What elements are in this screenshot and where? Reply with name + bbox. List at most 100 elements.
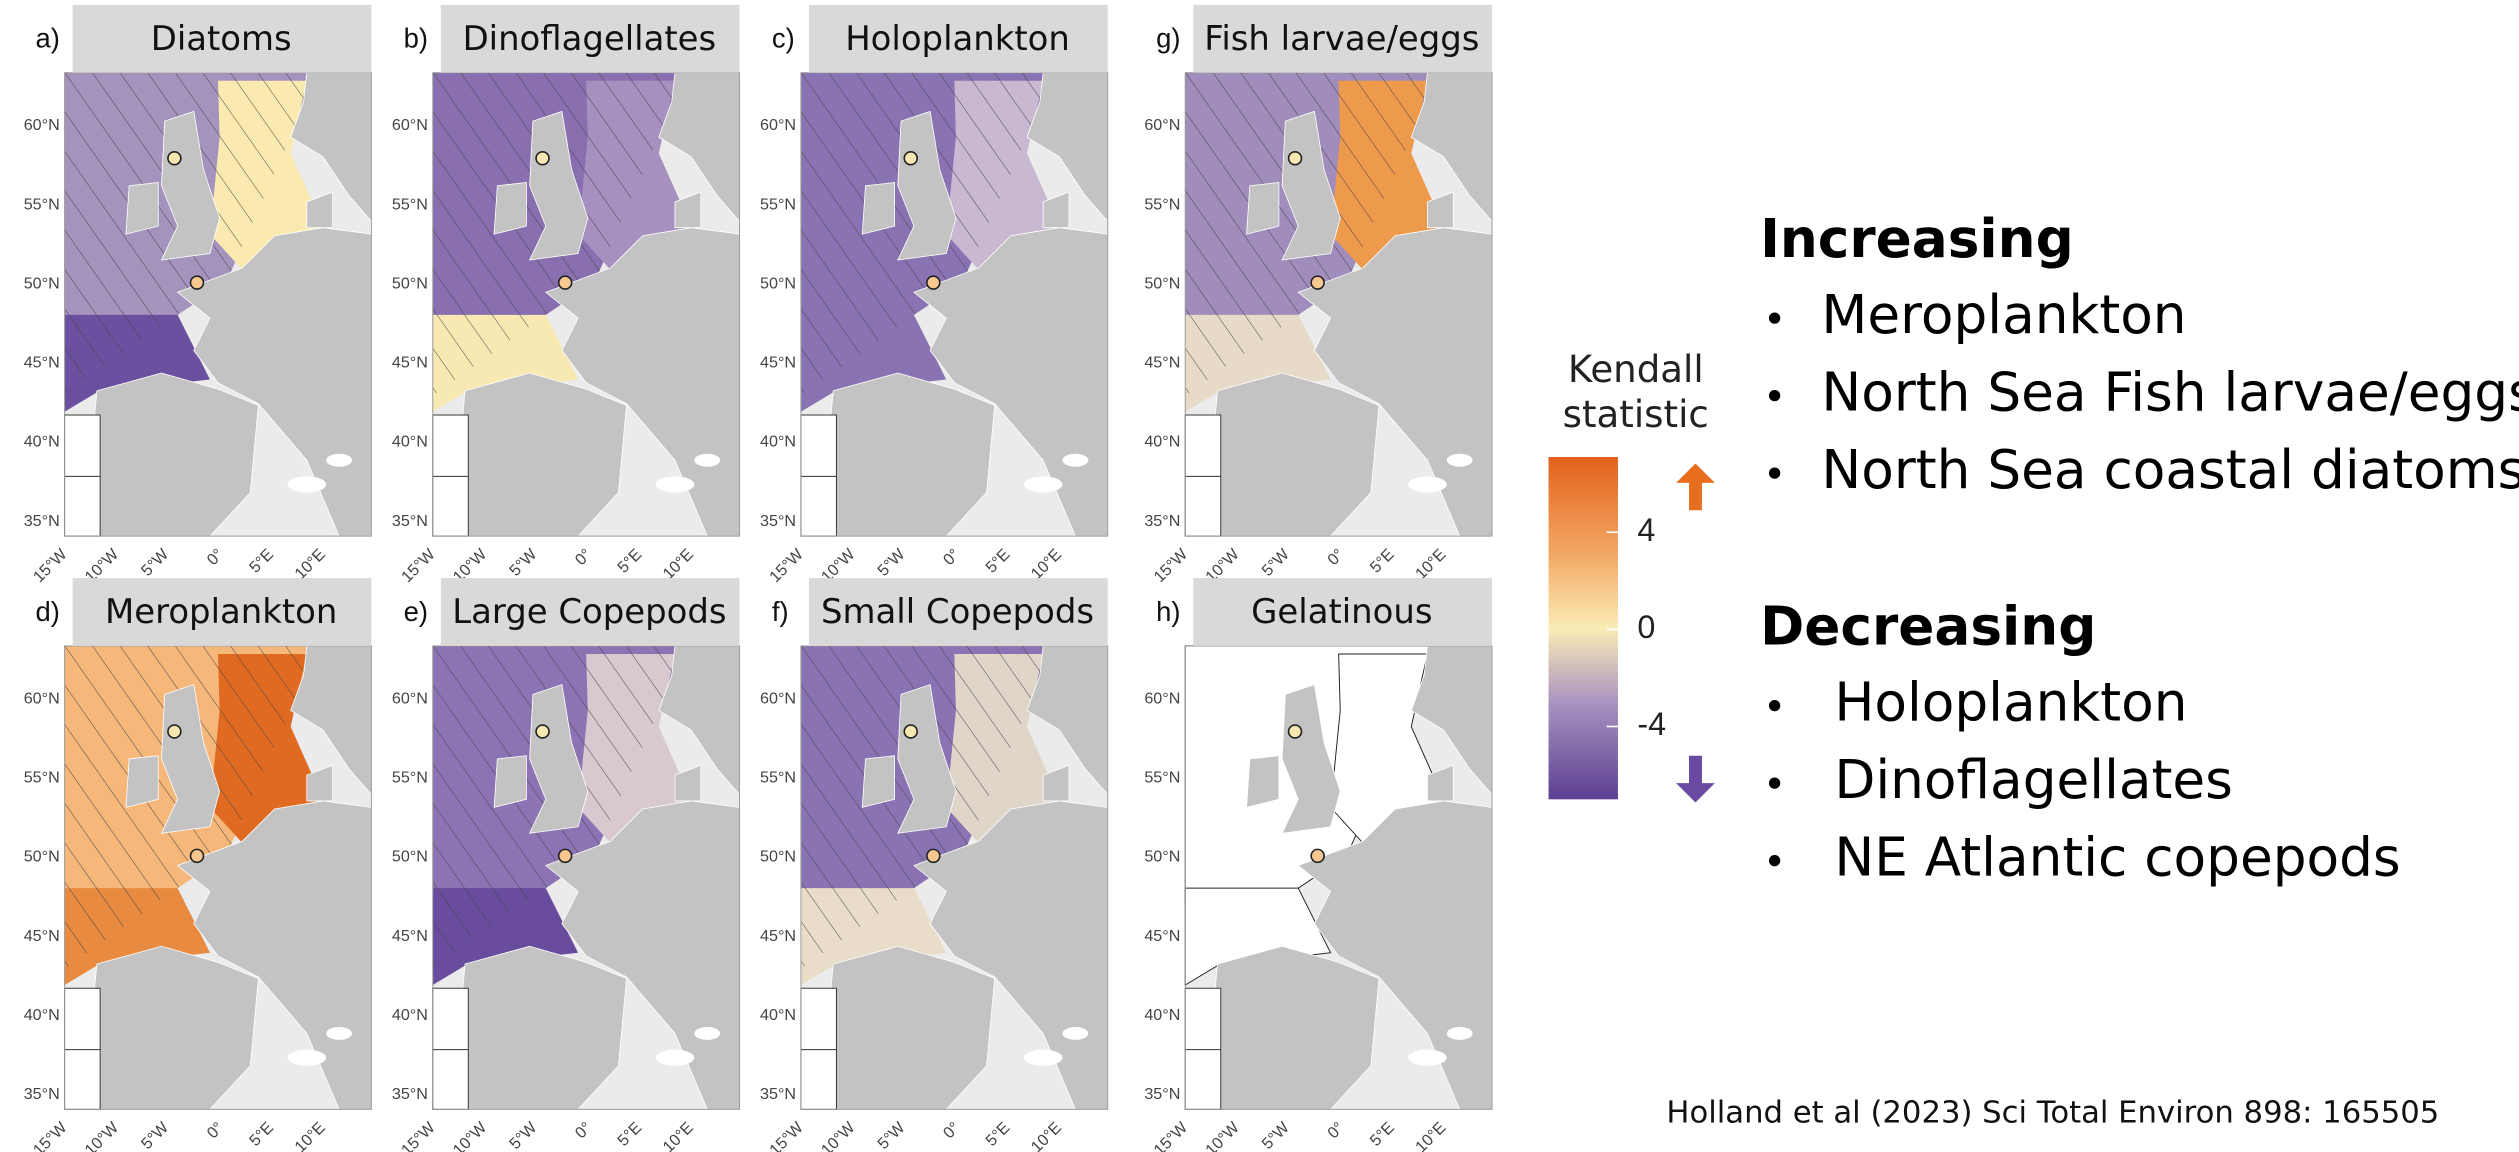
panel-title: Dinoflagellates [463, 19, 717, 58]
map-panel: Diatomsa)60°N55°N50°N45°N40°N35°N15°W10°… [24, 5, 372, 586]
lon-label: 15°W [1150, 545, 1191, 586]
summary-item: NE Atlantic copepods [1834, 826, 2400, 888]
map [1185, 646, 1492, 1109]
map-panel: Small Copepodsf)60°N55°N50°N45°N40°N35°N… [760, 578, 1108, 1152]
lat-label: 45°N [24, 354, 60, 372]
lat-label: 40°N [760, 433, 796, 451]
lon-label: 5°W [874, 1118, 909, 1152]
panel-title: Diatoms [151, 19, 292, 58]
lon-label: 10°W [81, 1118, 122, 1152]
lon-label: 5°W [138, 1118, 173, 1152]
bullet [1769, 467, 1780, 478]
station [927, 849, 940, 862]
station [927, 276, 940, 289]
lat-label: 35°N [392, 512, 428, 530]
panel-letter: c) [772, 23, 795, 54]
lon-label: 0° [572, 545, 596, 569]
lon-label: 10°E [1028, 1118, 1066, 1152]
panel-title: Meroplankton [105, 592, 337, 631]
lat-label: 35°N [392, 1085, 428, 1103]
station [1289, 725, 1302, 738]
colorbar-title: Kendall [1568, 348, 1704, 391]
lon-label: 5°W [1258, 1118, 1293, 1152]
lon-label: 5°E [982, 1118, 1013, 1149]
bullet [1769, 700, 1780, 711]
lon-label: 15°W [398, 545, 439, 586]
summary-item: Meroplankton [1821, 284, 2186, 346]
lon-label: 10°E [291, 545, 329, 583]
lat-label: 60°N [392, 116, 428, 134]
down-arrow [1676, 756, 1715, 803]
panel-title: Fish larvae/eggs [1204, 19, 1479, 58]
lat-label: 45°N [24, 927, 60, 945]
lon-label: 0° [203, 1119, 227, 1143]
lon-label: 10°W [1202, 1118, 1243, 1152]
panel-letter: a) [36, 23, 60, 54]
lon-label: 5°W [506, 1118, 541, 1152]
station [168, 725, 181, 738]
lat-label: 40°N [24, 1006, 60, 1024]
lat-label: 60°N [392, 689, 428, 707]
bullet [1769, 390, 1780, 401]
map [801, 646, 1108, 1109]
lon-label: 0° [1324, 545, 1348, 569]
lat-label: 45°N [1144, 354, 1180, 372]
lat-label: 60°N [1144, 689, 1180, 707]
panel-title: Large Copepods [452, 592, 726, 631]
lon-label: 15°W [1150, 1118, 1191, 1152]
station [559, 849, 572, 862]
panel-title: Holoplankton [845, 19, 1070, 58]
lon-label: 5°E [614, 545, 645, 576]
lat-label: 40°N [1144, 433, 1180, 451]
lon-label: 5°W [506, 545, 541, 580]
lat-label: 50°N [760, 274, 796, 292]
lon-label: 0° [572, 1119, 596, 1143]
lon-label: 5°W [138, 545, 173, 580]
station [191, 849, 204, 862]
map [433, 646, 740, 1109]
lon-label: 5°E [982, 545, 1013, 576]
lat-label: 35°N [24, 1085, 60, 1103]
lon-label: 5°E [246, 1118, 277, 1149]
lon-label: 15°W [766, 1118, 807, 1152]
lon-label: 0° [1324, 1119, 1348, 1143]
lon-label: 10°E [291, 1118, 329, 1152]
lat-label: 50°N [392, 848, 428, 866]
lat-label: 50°N [24, 274, 60, 292]
lon-label: 5°E [1367, 1118, 1398, 1149]
bullet [1769, 312, 1780, 323]
lat-label: 55°N [760, 195, 796, 213]
station [1311, 276, 1324, 289]
colorbar-tick-label: -4 [1637, 706, 1666, 742]
bullet [1769, 778, 1780, 789]
lon-label: 0° [203, 545, 227, 569]
lat-label: 55°N [24, 195, 60, 213]
lon-label: 15°W [30, 545, 71, 586]
lon-label: 10°E [1028, 545, 1066, 583]
lat-label: 50°N [392, 274, 428, 292]
summary-item: North Sea Fish larvae/eggs [1821, 361, 2519, 423]
lat-label: 50°N [760, 848, 796, 866]
summary-item: North Sea coastal diatoms [1821, 439, 2519, 501]
panel-letter: e) [404, 596, 428, 627]
lat-label: 55°N [24, 769, 60, 787]
map-panel: Dinoflagellatesb)60°N55°N50°N45°N40°N35°… [392, 5, 740, 586]
panel-title: Gelatinous [1251, 592, 1432, 631]
lon-label: 5°E [246, 545, 277, 576]
lon-label: 15°W [30, 1118, 71, 1152]
lat-label: 40°N [392, 433, 428, 451]
lon-label: 5°E [1367, 545, 1398, 576]
lat-label: 40°N [760, 1006, 796, 1024]
lat-label: 40°N [1144, 1006, 1180, 1024]
colorbar: Kendall statistic 40-4 [1549, 348, 1715, 803]
summary-item: Dinoflagellates [1834, 749, 2233, 811]
station [168, 152, 181, 165]
lat-label: 50°N [1144, 848, 1180, 866]
panel-letter: b) [404, 23, 428, 54]
lon-label: 10°E [659, 545, 697, 583]
lon-label: 5°W [1258, 545, 1293, 580]
map [65, 646, 372, 1109]
lat-label: 60°N [760, 689, 796, 707]
lat-label: 35°N [1144, 512, 1180, 530]
station [1289, 152, 1302, 165]
